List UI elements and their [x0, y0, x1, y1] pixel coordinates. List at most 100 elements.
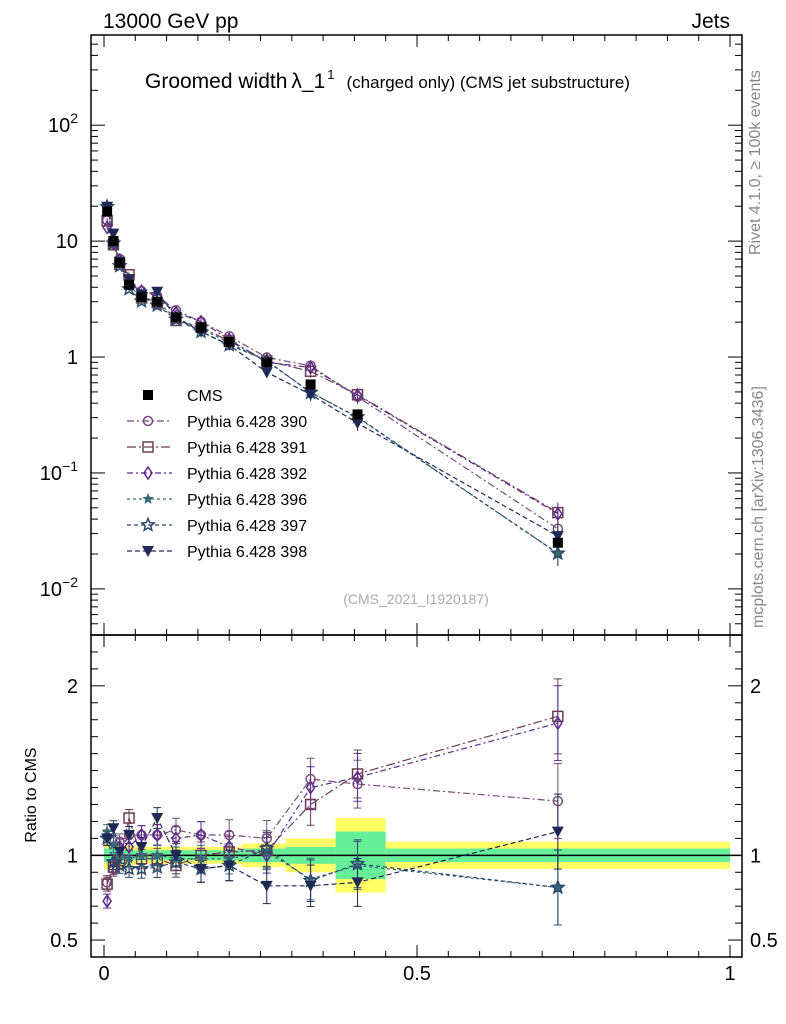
cms-data-point [352, 409, 363, 420]
legend-label-1: Pythia 6.428 391 [187, 440, 307, 457]
ratio-point-5 [260, 880, 273, 892]
ratio-point-5 [113, 846, 126, 858]
side-text-mcplots: mcplots.cern.ch [arXiv:1306.3436] [750, 386, 767, 628]
legend-label-3: Pythia 6.428 396 [187, 492, 307, 509]
ratio-point-0 [114, 836, 125, 848]
point-Pythia-6428-392 [552, 506, 563, 522]
ratio-point-2 [102, 893, 113, 909]
title-main: Groomed width [145, 70, 287, 93]
ratio-point-5 [195, 863, 208, 875]
legend-marker-4 [139, 516, 157, 532]
cms-data-point [261, 357, 272, 368]
y-tick-label: 10 [56, 231, 78, 253]
y-tick-label: 10−2 [40, 574, 78, 601]
legend-label-0: Pythia 6.428 390 [187, 414, 307, 431]
x-tick-label: 0 [98, 963, 109, 985]
ratio-point-4 [111, 857, 128, 873]
ratio-point-2 [171, 831, 181, 846]
point-Pythia-6428-398 [304, 389, 317, 401]
legend-label-2: Pythia 6.428 392 [187, 466, 307, 483]
ratio-point-2 [305, 780, 316, 795]
legend-marker-2 [143, 465, 153, 481]
cms-data-point [114, 257, 125, 268]
series-line-main-5 [106, 206, 559, 537]
ratio-point-2 [136, 827, 147, 843]
cms-data-point [102, 206, 113, 217]
ratio-point-2 [152, 827, 163, 843]
ratio-y-tick-label: 1 [67, 845, 78, 867]
point-Pythia-6428-397 [549, 544, 566, 561]
ratio-point-3 [552, 881, 564, 893]
ratio-point-5 [169, 850, 182, 862]
legend-marker-1 [142, 441, 154, 453]
ratio-point-0 [305, 773, 316, 785]
y-tick-label: 10−1 [40, 458, 78, 485]
ratio-point-3 [135, 849, 148, 861]
cms-data-point [170, 312, 181, 323]
cms-data-point [305, 379, 316, 390]
ratio-y-tick-label-right: 0.5 [750, 930, 778, 952]
ratio-y-tick-label-right: 2 [750, 676, 761, 698]
ratio-point-4 [167, 853, 185, 870]
ratio-point-4 [258, 840, 275, 856]
legend: CMS Pythia 6.428 390 Pythia 6.428 391 Pythi… [127, 388, 307, 561]
ratio-frame [90, 634, 743, 958]
x-tick-label: 1 [724, 963, 735, 985]
ratio-point-3 [195, 852, 207, 864]
series-line-ratio-2 [106, 722, 559, 902]
ratio-y-tick-label-right: 1 [750, 845, 761, 867]
cms-data-point [136, 291, 147, 302]
legend-label-4: Pythia 6.428 397 [187, 518, 307, 535]
ratio-point-5 [304, 880, 317, 892]
x-tick-label: 0.5 [403, 963, 431, 985]
cms-data-point [224, 336, 235, 347]
ratio-point-5 [351, 877, 364, 889]
ratio-point-5 [223, 860, 236, 872]
ratio-point-4 [133, 860, 150, 876]
legend-marker-0 [142, 415, 154, 427]
point-Pythia-6428-398 [351, 418, 364, 430]
series-line-main-1 [106, 220, 559, 514]
cms-data-point [152, 296, 163, 307]
ratio-point-4 [149, 858, 166, 874]
cms-data-point [108, 236, 119, 247]
legend-marker-cms [143, 390, 153, 400]
ratio-point-5 [151, 813, 164, 825]
ratio-point-4 [105, 853, 122, 870]
cms-data-point [124, 279, 135, 290]
ratio-point-4 [121, 860, 138, 876]
ratio-y-tick-label: 0.5 [50, 930, 78, 952]
ratio-point-0 [552, 795, 564, 807]
ratio-y-tick-label: 2 [67, 676, 78, 698]
ratio-point-1 [123, 812, 135, 824]
cms-data-point [196, 322, 207, 333]
ratio-point-3 [123, 852, 135, 864]
point-Pythia-6428-391 [304, 365, 317, 378]
ratio-point-5 [123, 829, 136, 841]
legend-label-5: Pythia 6.428 398 [187, 544, 307, 561]
y-tick-label: 102 [48, 110, 78, 137]
legend-marker-3 [142, 493, 154, 504]
header-right: Jets [691, 10, 730, 33]
point-Pythia-6428-398 [151, 286, 164, 298]
header-left: 13000 GeV pp [103, 10, 238, 33]
legend-label-cms: CMS [187, 388, 223, 405]
analysis-id: (CMS_2021_I1920187) [343, 591, 489, 607]
ratio-point-3 [151, 849, 163, 861]
point-Pythia-6428-398 [260, 367, 273, 379]
ratio-point-5 [101, 833, 114, 845]
y-tick-label: 1 [67, 347, 78, 369]
ratio-point-1 [107, 861, 120, 873]
ratio-point-1 [304, 798, 317, 811]
cms-data-point [552, 537, 563, 548]
ratio-point-1 [552, 710, 564, 723]
series-line-main-2 [106, 227, 559, 515]
point-Pythia-6428-392 [305, 360, 316, 375]
ratio-axis-label: Ratio to CMS [23, 747, 40, 842]
ratio-point-0 [223, 829, 235, 841]
axes: 0 0.5 1 10−2 10−1 1 10 102 0.5 0.5 1 1 2 2 [40, 34, 778, 985]
ratio-point-4 [549, 879, 566, 895]
ratio-point-2 [196, 827, 206, 843]
